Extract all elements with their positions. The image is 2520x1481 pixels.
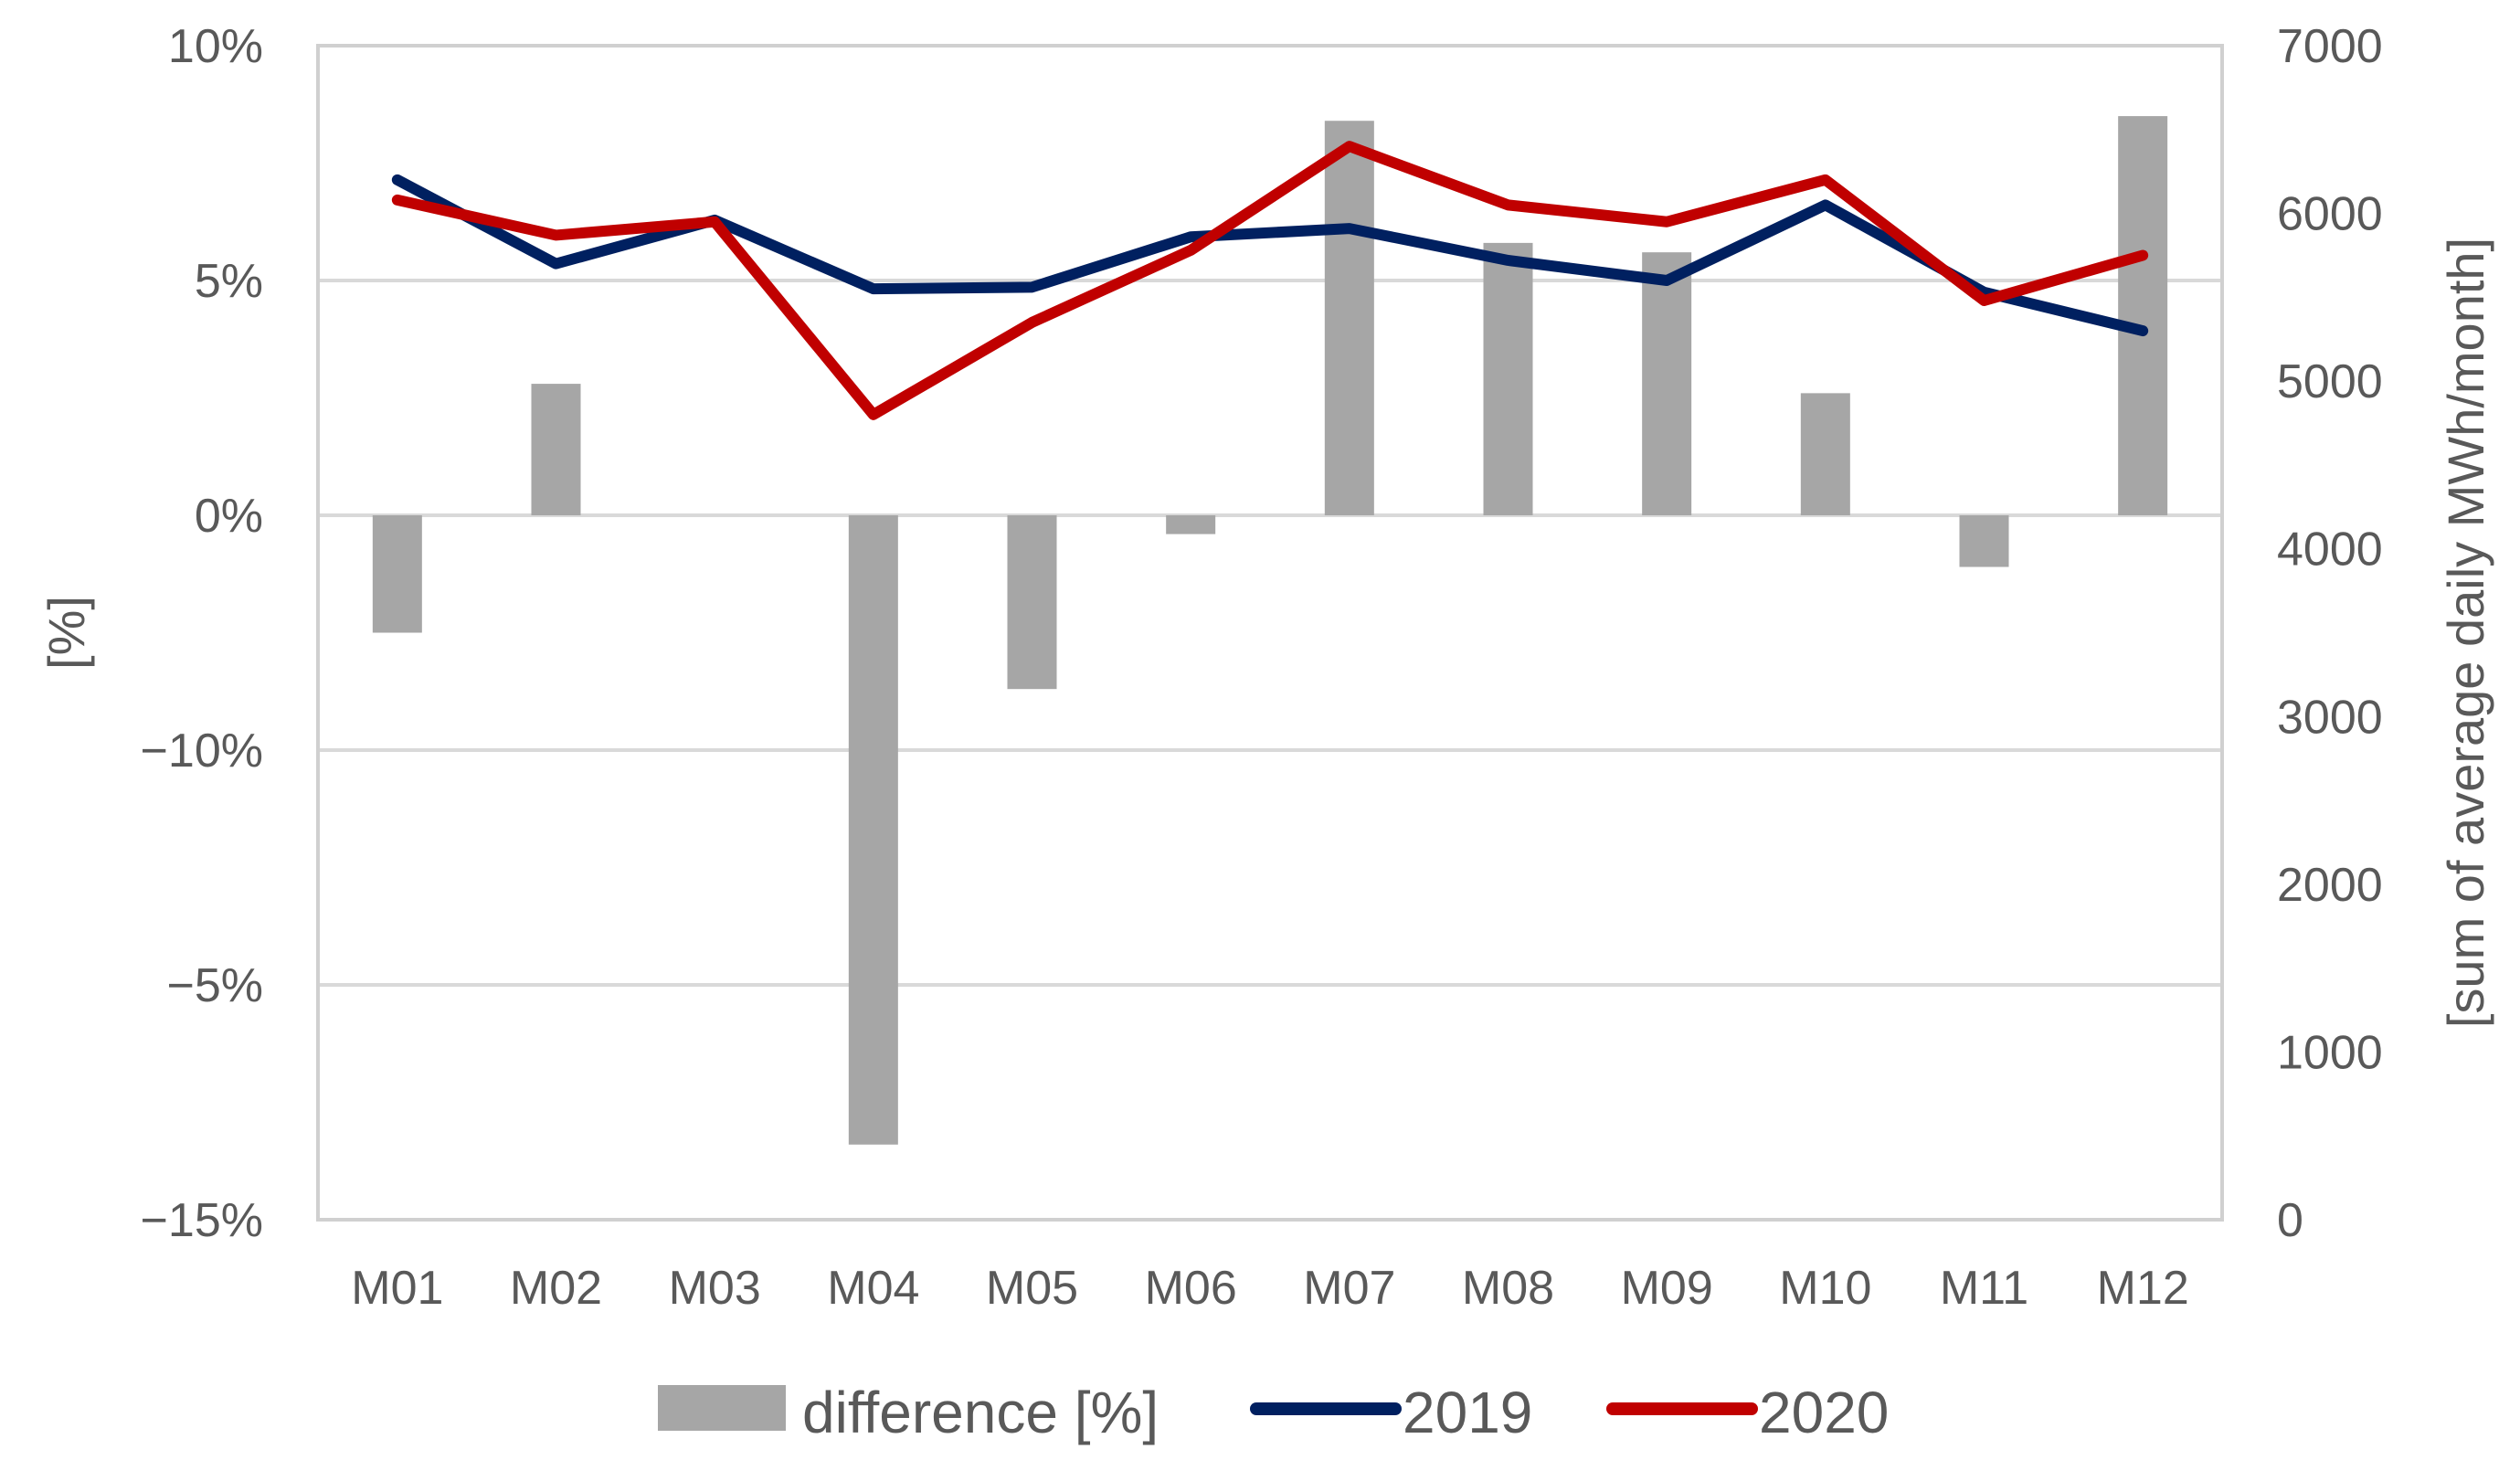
difference-bar xyxy=(849,515,898,1145)
x-tick-label: M01 xyxy=(351,1262,443,1315)
x-tick-label: M06 xyxy=(1145,1262,1237,1315)
plot-area-frame xyxy=(318,46,2222,1220)
right-axis-title: [sum of average daily MWh/month] xyxy=(2437,238,2494,1028)
x-tick-label: M10 xyxy=(1779,1262,1871,1315)
legend: difference [%] 2019 2020 xyxy=(658,1380,1889,1445)
left-tick-label: −10% xyxy=(141,725,263,778)
legend-label: difference [%] xyxy=(802,1380,1159,1445)
left-axis-ticks: 10% 5% 0% −10% −5% −15% xyxy=(141,20,263,1247)
difference-bar xyxy=(532,384,581,515)
right-tick-label: 1000 xyxy=(2277,1026,2383,1079)
right-tick-label: 3000 xyxy=(2277,691,2383,744)
difference-bar xyxy=(1642,252,1691,515)
x-tick-label: M04 xyxy=(827,1262,919,1315)
left-tick-label: 10% xyxy=(168,20,263,73)
difference-bar xyxy=(1008,515,1057,689)
legend-swatch-bar xyxy=(658,1385,786,1431)
difference-bar xyxy=(373,515,422,633)
x-tick-label: M11 xyxy=(1940,1262,2028,1315)
right-tick-label: 0 xyxy=(2277,1194,2303,1247)
left-tick-label: −15% xyxy=(141,1194,263,1247)
x-tick-label: M02 xyxy=(510,1262,602,1315)
difference-bar xyxy=(1960,515,2009,567)
left-tick-label: 0% xyxy=(195,490,263,543)
right-tick-label: 5000 xyxy=(2277,355,2383,408)
difference-bars xyxy=(373,116,2167,1145)
gridlines xyxy=(318,280,2222,985)
x-axis-ticks: M01 M02 M03 M04 M05 M06 M07 M08 M09 M10 M11 M12 xyxy=(351,1262,2188,1315)
difference-bar xyxy=(1801,393,1850,515)
x-tick-label: M08 xyxy=(1462,1262,1554,1315)
right-tick-label: 6000 xyxy=(2277,188,2383,241)
left-tick-label: −5% xyxy=(166,959,263,1012)
right-tick-label: 4000 xyxy=(2277,524,2383,577)
x-tick-label: M05 xyxy=(986,1262,1078,1315)
right-axis-ticks: 7000 6000 5000 4000 3000 2000 1000 0 xyxy=(2277,20,2383,1247)
difference-bar xyxy=(1166,515,1215,534)
left-axis-title: [%] xyxy=(37,596,95,670)
x-tick-label: M03 xyxy=(669,1262,761,1315)
left-tick-label: 5% xyxy=(195,255,263,308)
x-tick-label: M12 xyxy=(2097,1262,2189,1315)
difference-bar xyxy=(1484,243,1533,515)
x-tick-label: M09 xyxy=(1621,1262,1713,1315)
x-tick-label: M07 xyxy=(1303,1262,1395,1315)
difference-bar xyxy=(1325,121,1374,515)
right-tick-label: 2000 xyxy=(2277,859,2383,912)
right-tick-label: 7000 xyxy=(2277,20,2383,73)
difference-bar xyxy=(2118,116,2167,515)
legend-label: 2019 xyxy=(1403,1380,1532,1445)
legend-label: 2020 xyxy=(1759,1380,1889,1445)
